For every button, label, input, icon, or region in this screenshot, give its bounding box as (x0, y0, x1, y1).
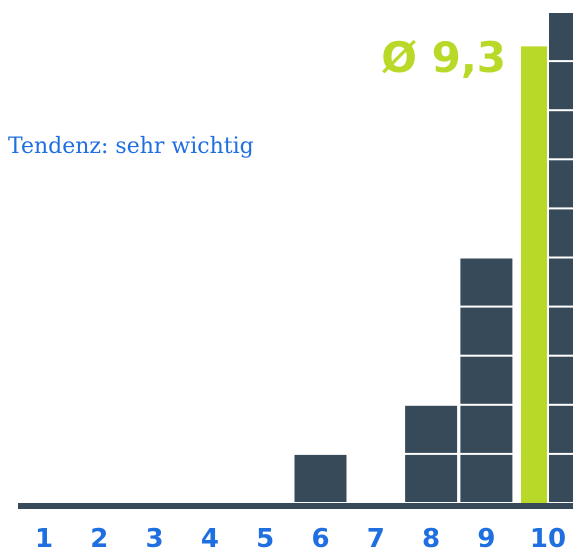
square (549, 111, 573, 159)
x-tick-label: 7 (367, 524, 385, 551)
square (549, 454, 573, 502)
column (460, 258, 513, 502)
x-tick-label: 4 (201, 524, 219, 551)
x-tick-label: 3 (146, 524, 164, 551)
x-tick-label: 8 (422, 524, 440, 551)
annotation: Tendenz: sehr wichtig (8, 134, 254, 159)
average-label: Ø 9,3 (381, 33, 506, 82)
average-bar (521, 46, 547, 504)
square (460, 307, 513, 355)
square (460, 405, 513, 453)
square (460, 454, 513, 502)
column (549, 13, 573, 502)
column (294, 454, 347, 502)
square (460, 258, 513, 306)
column (405, 405, 458, 502)
x-tick-label: 10 (530, 524, 566, 551)
square (549, 258, 573, 306)
square (294, 454, 347, 502)
square (549, 160, 573, 208)
square (549, 405, 573, 453)
x-tick-label: 6 (311, 524, 329, 551)
square (405, 454, 458, 502)
x-tick-label: 2 (90, 524, 108, 551)
x-tick-label: 9 (477, 524, 495, 551)
square (549, 62, 573, 110)
square (549, 13, 573, 61)
x-tick-label: 5 (256, 524, 274, 551)
x-tick-label: 1 (35, 524, 53, 551)
square (405, 405, 458, 453)
square (549, 307, 573, 355)
baseline (18, 503, 573, 509)
square (549, 356, 573, 404)
square (460, 356, 513, 404)
square (549, 209, 573, 257)
